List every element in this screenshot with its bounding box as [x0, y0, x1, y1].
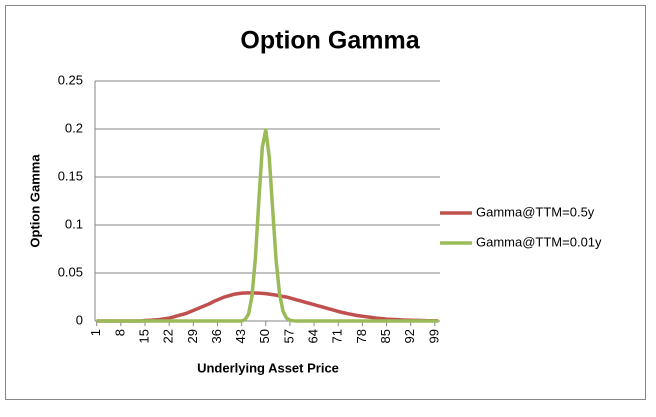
- chart-border: [5, 5, 646, 400]
- legend-label: Gamma@TTM=0.01y: [476, 234, 602, 249]
- y-tick-label: 0.1: [65, 216, 83, 231]
- y-tick-label: 0.15: [58, 168, 83, 183]
- x-axis-title: Underlying Asset Price: [197, 360, 339, 375]
- x-tick-label: 64: [306, 329, 321, 343]
- y-tick-label: 0: [76, 312, 83, 327]
- x-tick-label: 29: [185, 329, 200, 343]
- x-tick-label: 85: [378, 329, 393, 343]
- x-tick-label: 22: [161, 329, 176, 343]
- y-tick-label: 0.25: [58, 72, 83, 87]
- x-tick-label: 71: [330, 329, 345, 343]
- x-tick-label: 57: [281, 329, 296, 343]
- chart-title: Option Gamma: [240, 27, 420, 55]
- x-tick-label: 1: [88, 329, 103, 336]
- y-axis-title: Option Gamma: [27, 154, 42, 248]
- x-tick-label: 78: [354, 329, 369, 343]
- x-tick-label: 43: [233, 329, 248, 343]
- x-tick-label: 92: [402, 329, 417, 343]
- x-tick-label: 50: [257, 329, 272, 343]
- x-tick-label: 15: [136, 329, 151, 343]
- series-line: [96, 128, 439, 323]
- legend-label: Gamma@TTM=0.5y: [476, 204, 595, 219]
- x-tick-label: 8: [112, 329, 127, 336]
- x-tick-label: 36: [209, 329, 224, 343]
- x-tick-label: 99: [426, 329, 441, 343]
- y-tick-label: 0.2: [65, 120, 83, 135]
- y-tick-label: 0.05: [58, 264, 83, 279]
